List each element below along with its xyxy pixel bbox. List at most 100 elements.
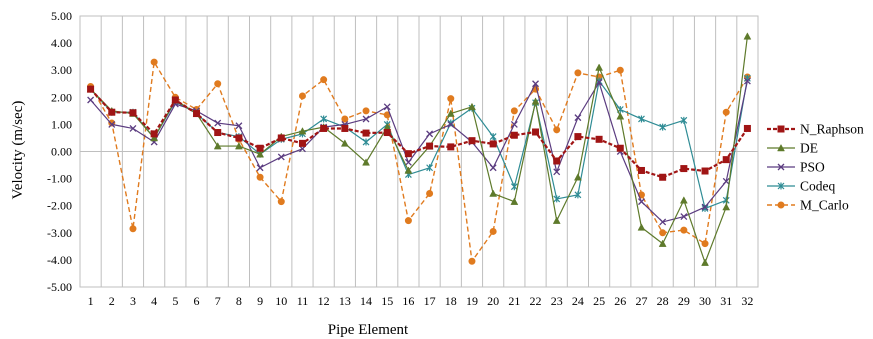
legend-label-de: DE xyxy=(800,141,818,156)
x-tick-label: 17 xyxy=(424,294,436,308)
legend-entry-pso: PSO xyxy=(767,160,825,175)
data-point-n-raphson xyxy=(574,133,582,141)
x-axis-title: Pipe Element xyxy=(328,322,409,338)
x-tick-label: 28 xyxy=(657,294,669,308)
data-point-n-raphson xyxy=(171,96,179,104)
data-point-de xyxy=(637,223,646,231)
x-tick-label: 20 xyxy=(487,294,499,308)
data-point-n-raphson xyxy=(489,140,497,148)
data-point-n-raphson xyxy=(108,108,116,116)
data-point-m-carlo xyxy=(404,217,412,225)
data-point-de xyxy=(658,239,667,247)
data-point-n-raphson xyxy=(426,142,434,150)
grid-lines xyxy=(79,15,759,288)
data-point-codeq xyxy=(426,164,434,172)
data-point-codeq xyxy=(320,115,328,123)
data-point-pso xyxy=(256,164,264,172)
legend-label-m-carlo: M_Carlo xyxy=(800,198,849,213)
data-point-codeq xyxy=(489,133,497,141)
x-tick-label: 3 xyxy=(130,294,136,308)
series-layer xyxy=(86,32,752,266)
data-point-n-raphson xyxy=(637,166,645,174)
x-tick-label: 10 xyxy=(275,294,287,308)
data-point-m-carlo xyxy=(426,190,434,198)
data-point-codeq xyxy=(638,115,645,123)
data-point-m-carlo xyxy=(574,69,582,77)
data-point-m-carlo xyxy=(447,95,455,103)
x-tick-label: 32 xyxy=(741,294,753,308)
data-point-pso xyxy=(680,213,688,220)
x-tick-label: 31 xyxy=(720,294,732,308)
data-point-de xyxy=(234,142,243,150)
data-point-n-raphson xyxy=(532,128,540,136)
y-tick-label: -2.00 xyxy=(47,199,72,213)
data-point-codeq xyxy=(574,191,582,199)
data-point-pso xyxy=(362,115,370,123)
data-point-de xyxy=(298,127,307,135)
data-point-m-carlo xyxy=(214,80,222,88)
x-tick-label: 29 xyxy=(678,294,690,308)
data-point-de xyxy=(362,158,370,166)
data-point-n-raphson xyxy=(468,137,476,145)
data-point-m-carlo xyxy=(256,173,264,181)
data-point-pso xyxy=(743,77,751,85)
legend-label-n-raphson: N_Raphson xyxy=(800,122,864,137)
x-tick-label: 11 xyxy=(297,294,309,308)
data-point-n-raphson xyxy=(129,109,137,117)
data-point-de xyxy=(489,189,498,197)
data-point-n-raphson xyxy=(553,157,561,165)
x-tick-label: 30 xyxy=(699,294,711,308)
data-point-pso xyxy=(701,203,709,211)
data-point-n-raphson xyxy=(447,143,455,151)
data-point-de xyxy=(213,142,222,150)
legend: N_Raphson DE PSO Codeq M_Carlo xyxy=(767,122,864,213)
data-point-m-carlo xyxy=(298,92,306,100)
data-point-m-carlo xyxy=(150,58,158,66)
data-point-n-raphson xyxy=(383,129,391,137)
data-point-n-raphson xyxy=(298,139,306,147)
data-point-n-raphson xyxy=(510,131,518,139)
data-point-de xyxy=(595,63,604,71)
y-tick-label: -4.00 xyxy=(47,253,72,267)
data-point-de xyxy=(340,139,349,147)
x-tick-label: 16 xyxy=(402,294,414,308)
data-point-pso xyxy=(447,120,455,128)
data-point-n-raphson xyxy=(701,167,709,175)
data-point-codeq xyxy=(510,183,518,191)
data-point-codeq xyxy=(659,123,667,131)
x-tick-label: 1 xyxy=(88,294,94,308)
x-tick-label: 12 xyxy=(318,294,330,308)
data-point-de xyxy=(256,150,265,158)
data-point-codeq xyxy=(701,204,709,212)
data-point-pso xyxy=(659,218,667,226)
y-tick-label: 3.00 xyxy=(51,63,72,77)
legend-entry-n-raphson: N_Raphson xyxy=(767,122,864,137)
data-point-n-raphson xyxy=(616,144,624,152)
data-point-codeq xyxy=(553,195,561,203)
data-point-de xyxy=(404,166,413,174)
data-point-codeq xyxy=(362,138,370,146)
data-point-n-raphson xyxy=(256,144,264,152)
data-point-n-raphson xyxy=(404,150,412,158)
x-tick-label: 25 xyxy=(593,294,605,308)
data-point-pso xyxy=(553,168,561,176)
data-point-de xyxy=(552,216,561,224)
x-tick-label: 22 xyxy=(530,294,542,308)
data-point-de xyxy=(679,196,688,204)
data-point-pso xyxy=(722,177,730,185)
y-tick-label: 1.00 xyxy=(51,117,72,131)
series-line-de xyxy=(90,36,749,264)
series-line-n-raphson xyxy=(89,88,749,179)
data-point-codeq xyxy=(680,116,688,124)
data-point-de xyxy=(701,258,709,266)
data-point-n-raphson xyxy=(743,124,751,132)
y-tick-label: -5.00 xyxy=(47,280,72,294)
tick-labels: 5.00 4.00 3.00 2.00 1.00 0.00 -1.00 -2.00 -3.00 -… xyxy=(47,9,753,308)
y-tick-label: 5.00 xyxy=(51,9,72,23)
x-tick-label: 13 xyxy=(339,294,351,308)
series-n-raphson xyxy=(87,85,751,181)
x-tick-label: 4 xyxy=(151,294,157,308)
data-point-pso xyxy=(129,125,137,132)
x-tick-label: 15 xyxy=(381,294,393,308)
